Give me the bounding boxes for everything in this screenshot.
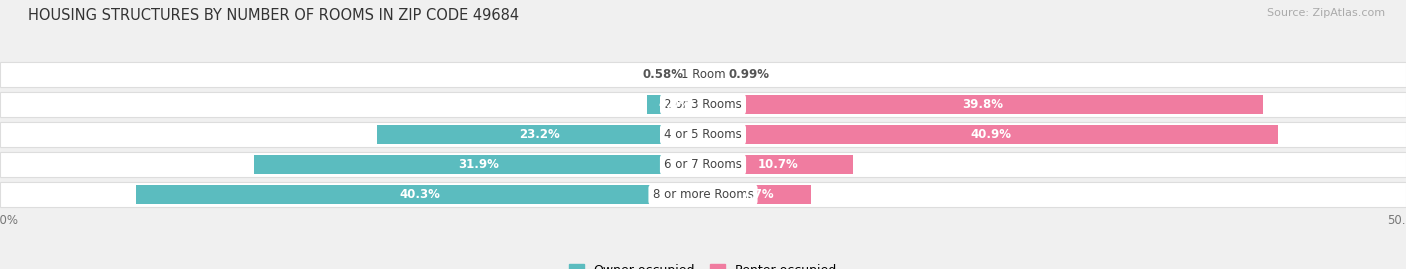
- Text: 40.3%: 40.3%: [399, 188, 440, 201]
- Text: 1 Room: 1 Room: [681, 68, 725, 81]
- Text: 31.9%: 31.9%: [458, 158, 499, 171]
- Bar: [0, 152, 1406, 177]
- Bar: [136, 185, 703, 204]
- Bar: [703, 95, 1263, 114]
- Bar: [695, 65, 703, 84]
- Bar: [377, 125, 703, 144]
- Bar: [0, 182, 1406, 207]
- Text: 23.2%: 23.2%: [520, 128, 560, 141]
- Bar: [254, 155, 703, 174]
- Text: 4 or 5 Rooms: 4 or 5 Rooms: [664, 128, 742, 141]
- Legend: Owner-occupied, Renter-occupied: Owner-occupied, Renter-occupied: [564, 259, 842, 269]
- Text: 10.7%: 10.7%: [758, 158, 799, 171]
- Text: 7.7%: 7.7%: [741, 188, 773, 201]
- Text: 0.58%: 0.58%: [643, 68, 683, 81]
- Text: 4.0%: 4.0%: [658, 98, 692, 111]
- Text: 40.9%: 40.9%: [970, 128, 1011, 141]
- Bar: [0, 122, 1406, 147]
- Text: 6 or 7 Rooms: 6 or 7 Rooms: [664, 158, 742, 171]
- Bar: [703, 155, 853, 174]
- Text: 0.99%: 0.99%: [728, 68, 769, 81]
- Bar: [0, 92, 1406, 117]
- Text: Source: ZipAtlas.com: Source: ZipAtlas.com: [1267, 8, 1385, 18]
- Text: 39.8%: 39.8%: [962, 98, 1004, 111]
- Text: 2 or 3 Rooms: 2 or 3 Rooms: [664, 98, 742, 111]
- Bar: [647, 95, 703, 114]
- Bar: [703, 185, 811, 204]
- Bar: [0, 62, 1406, 87]
- Bar: [703, 65, 717, 84]
- Text: HOUSING STRUCTURES BY NUMBER OF ROOMS IN ZIP CODE 49684: HOUSING STRUCTURES BY NUMBER OF ROOMS IN…: [28, 8, 519, 23]
- Bar: [703, 125, 1278, 144]
- Text: 8 or more Rooms: 8 or more Rooms: [652, 188, 754, 201]
